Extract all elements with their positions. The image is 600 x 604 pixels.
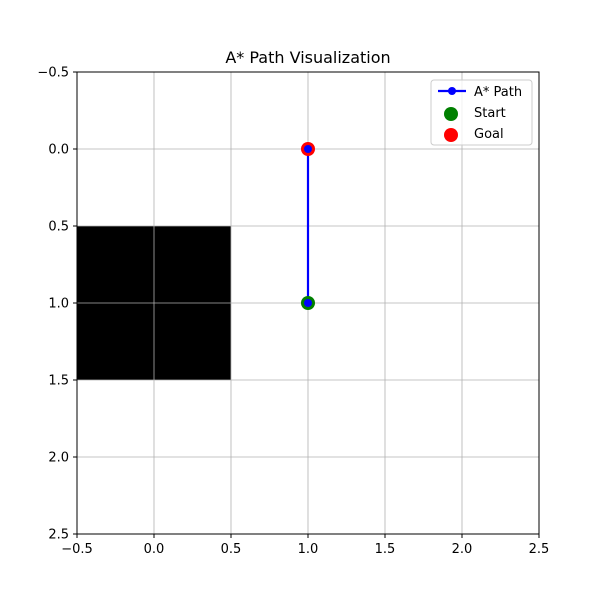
y-tick-label: 2.0 [48,451,69,466]
x-tick-label: 0.5 [221,542,242,557]
legend-marker-swatch [444,107,458,121]
y-tick-label: 1.0 [48,297,69,312]
y-tick-label: 0.0 [48,143,69,158]
y-tick-label: 1.5 [48,374,69,389]
axes-layer: −0.5 0.0 0.5 1.0 1.5 2.0 2.5−0.50.00.51.01.52.… [37,66,549,558]
x-tick-label: −0.5 [61,542,93,557]
legend-box [430,79,533,146]
legend-label: Goal [474,127,504,142]
path-point [304,145,312,153]
path-point [304,299,312,307]
legend-marker-swatch [444,128,458,142]
chart-title: A* Path Visualization [225,48,390,67]
y-tick-label: 0.5 [48,220,69,235]
legend-point-swatch [448,87,456,95]
x-tick-label: 1.5 [375,542,396,557]
x-tick-label: 2.5 [529,542,550,557]
legend: A* Path Start Goal [430,79,533,146]
y-tick-label: −0.5 [37,66,69,81]
legend-label: Start [474,106,506,121]
x-tick-label: 1.0 [298,542,319,557]
series-layer [301,142,315,310]
legend-label: A* Path [474,85,522,100]
x-tick-label: 2.0 [452,542,473,557]
y-tick-label: 2.5 [48,528,69,543]
x-tick-label: 0.0 [144,542,165,557]
